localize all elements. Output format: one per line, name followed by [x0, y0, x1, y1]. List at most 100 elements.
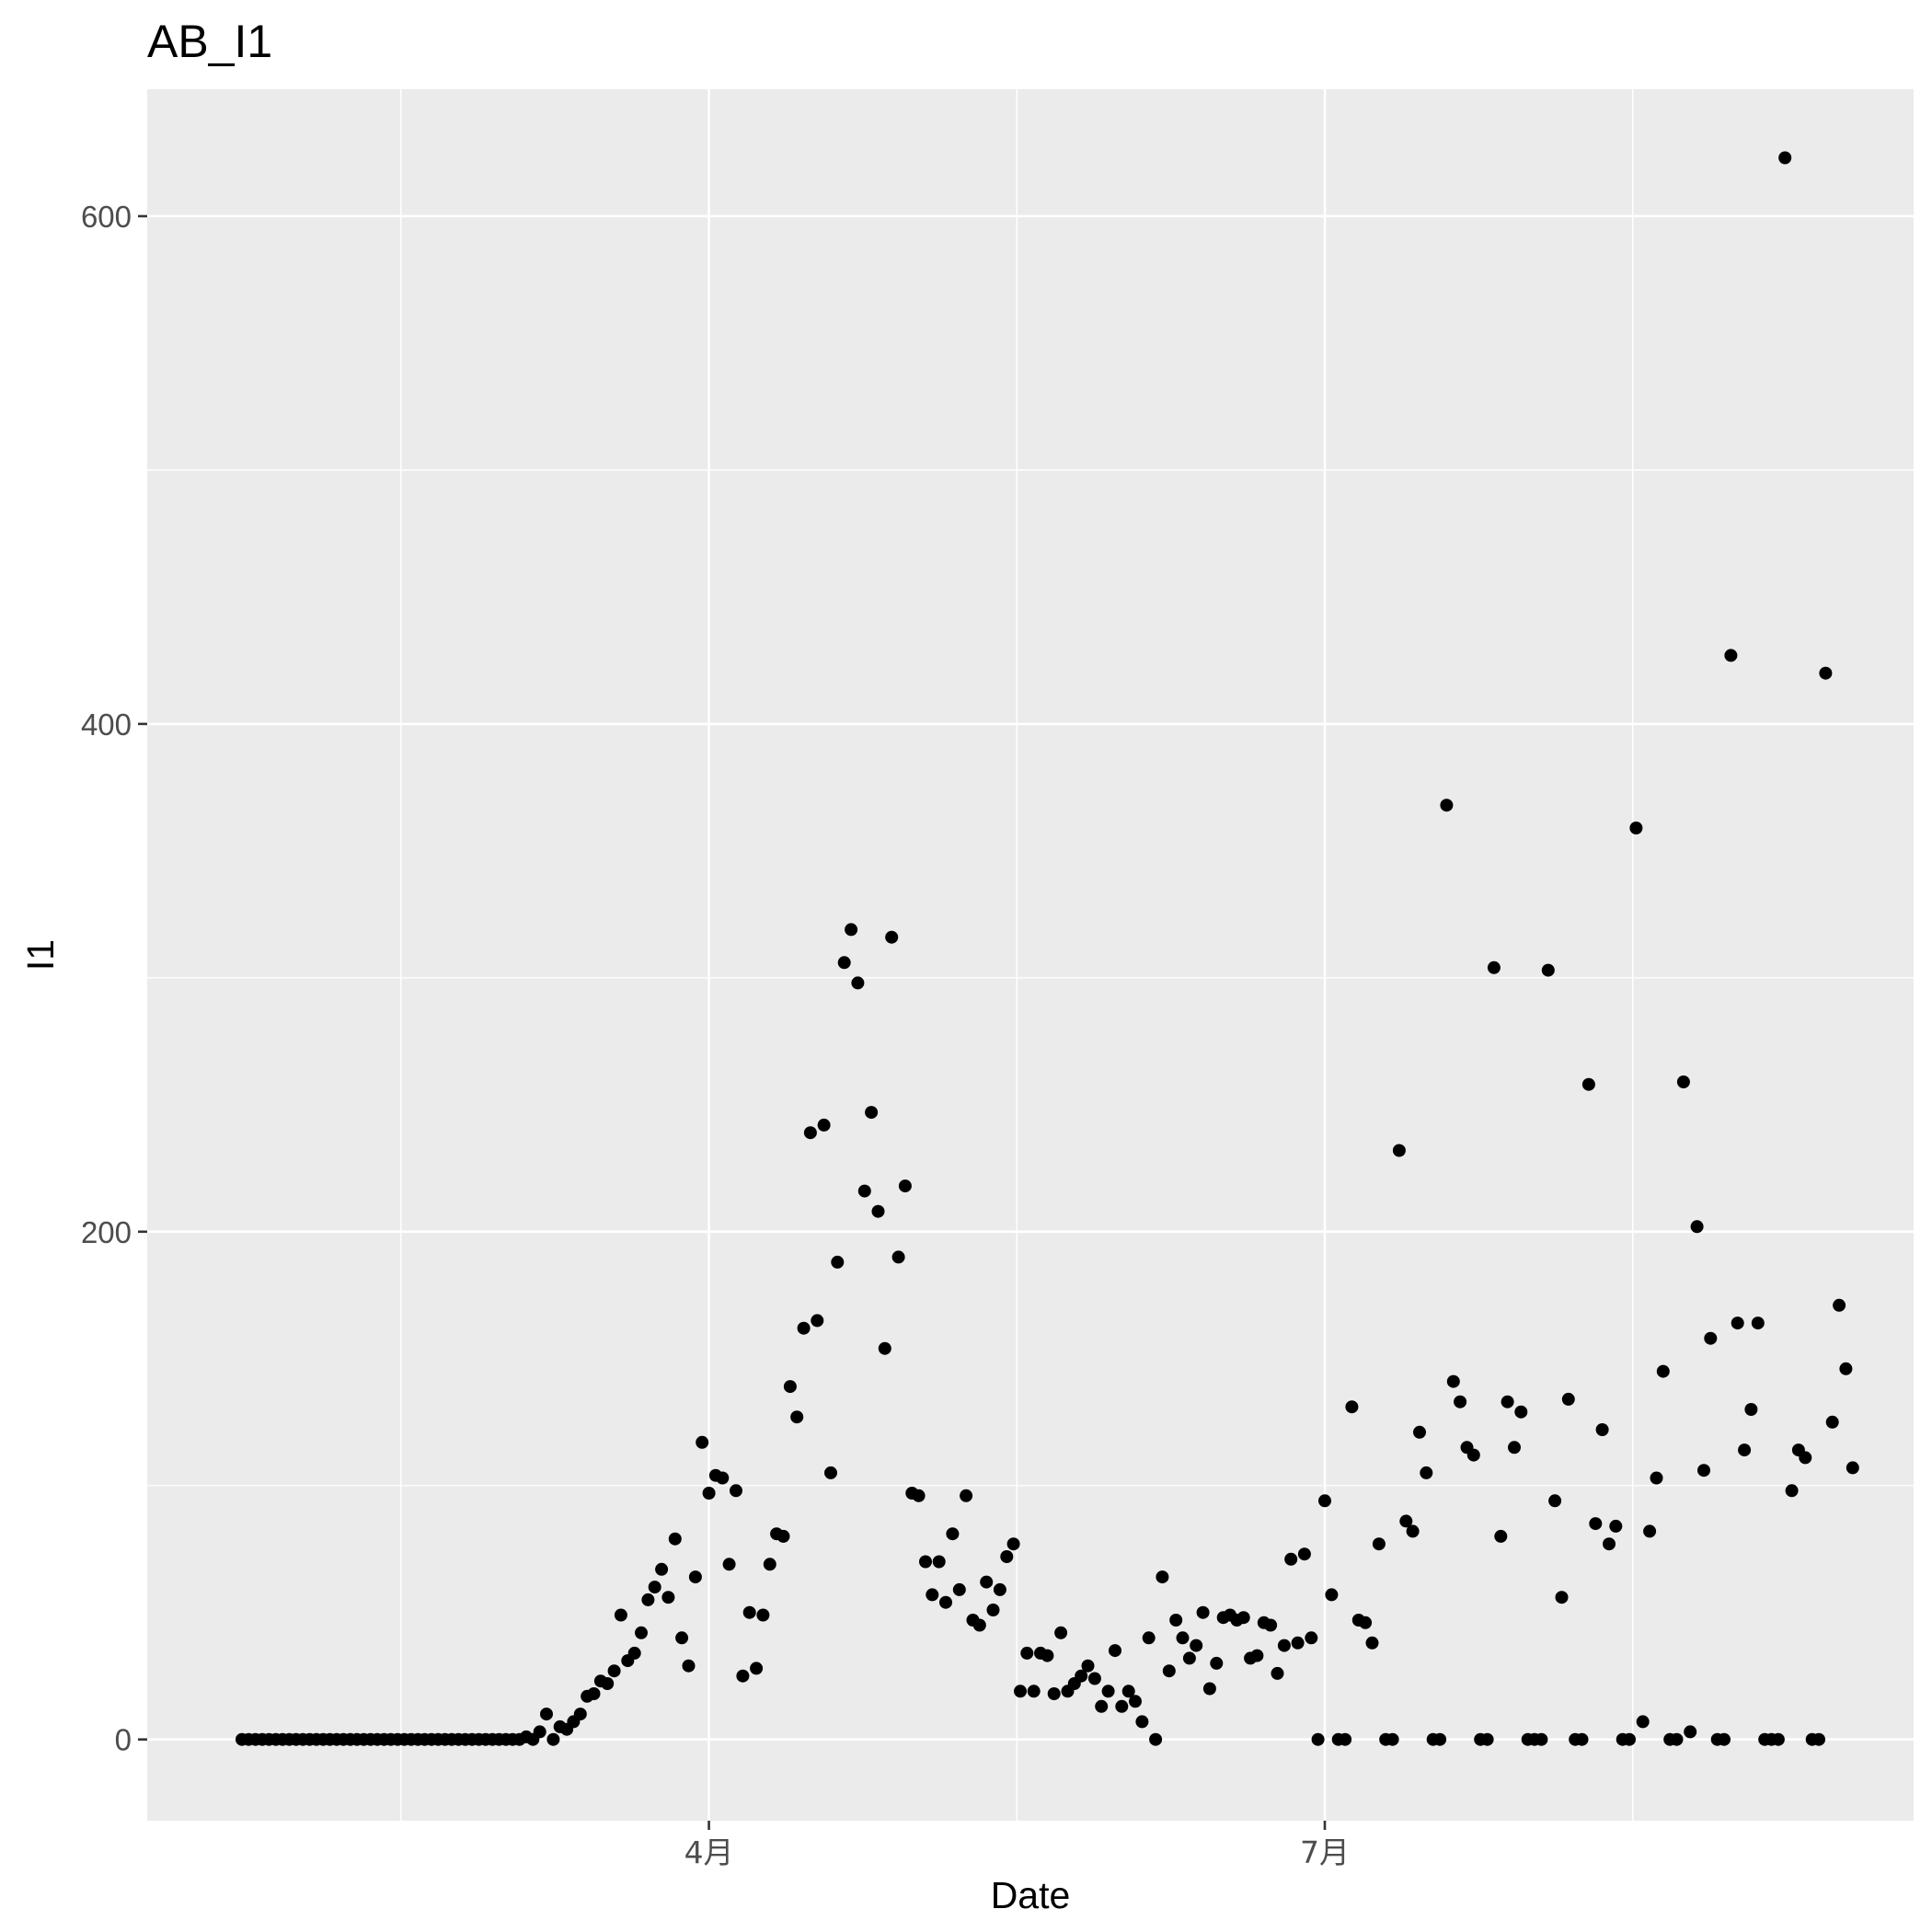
- data-point: [1081, 1659, 1095, 1673]
- data-point: [661, 1591, 675, 1604]
- data-point: [919, 1555, 932, 1569]
- data-point: [1581, 1077, 1595, 1091]
- data-point: [1305, 1631, 1318, 1645]
- data-point: [1264, 1618, 1278, 1632]
- data-point: [614, 1608, 627, 1622]
- data-point: [885, 930, 899, 944]
- data-point: [573, 1708, 587, 1721]
- data-point: [601, 1677, 615, 1690]
- data-point: [702, 1487, 716, 1500]
- data-point: [1454, 1395, 1467, 1409]
- data-point: [1142, 1631, 1156, 1645]
- data-point: [811, 1314, 824, 1328]
- data-point: [1514, 1405, 1528, 1419]
- x-axis: 4月 7月: [684, 1821, 1350, 1870]
- data-point: [1670, 1732, 1684, 1746]
- data-point: [1027, 1685, 1041, 1698]
- data-point: [1359, 1616, 1373, 1629]
- data-point: [803, 1126, 817, 1140]
- data-point: [716, 1471, 730, 1485]
- data-point: [1440, 799, 1454, 812]
- data-point: [1480, 1732, 1494, 1746]
- data-point: [1156, 1570, 1169, 1584]
- data-point: [648, 1581, 661, 1594]
- data-point: [1000, 1550, 1014, 1563]
- data-point: [986, 1604, 1000, 1616]
- data-point: [1210, 1656, 1224, 1670]
- data-point: [1115, 1699, 1129, 1713]
- data-point: [1487, 960, 1501, 974]
- data-point: [1169, 1614, 1183, 1627]
- data-point: [675, 1631, 689, 1645]
- y-tick-label: 600: [81, 200, 132, 234]
- data-point: [688, 1570, 702, 1584]
- data-point: [1014, 1685, 1027, 1698]
- data-point: [865, 1106, 879, 1120]
- data-point: [824, 1466, 837, 1479]
- data-point: [1589, 1517, 1603, 1531]
- data-point: [1365, 1636, 1379, 1650]
- data-point: [857, 1184, 871, 1198]
- data-point: [980, 1575, 994, 1589]
- data-point: [1420, 1466, 1433, 1479]
- data-point: [1541, 963, 1555, 977]
- data-point: [871, 1204, 885, 1218]
- data-point: [1339, 1732, 1352, 1746]
- data-point: [851, 976, 865, 990]
- data-point: [1548, 1494, 1562, 1508]
- data-point: [1636, 1715, 1650, 1729]
- data-point: [1697, 1464, 1710, 1478]
- data-point: [1501, 1395, 1514, 1409]
- data-point: [1575, 1732, 1589, 1746]
- data-point: [1704, 1331, 1718, 1345]
- data-point: [1609, 1519, 1623, 1533]
- data-point: [1250, 1649, 1264, 1662]
- data-point: [837, 956, 851, 970]
- data-point: [1325, 1588, 1339, 1602]
- data-point: [1718, 1732, 1731, 1746]
- data-point: [1684, 1725, 1697, 1739]
- y-tick-label: 200: [81, 1215, 132, 1249]
- x-axis-title: Date: [991, 1874, 1071, 1916]
- data-point: [960, 1489, 973, 1502]
- data-point: [540, 1708, 553, 1721]
- data-point: [730, 1484, 742, 1498]
- data-point: [1825, 1415, 1839, 1429]
- data-point: [1603, 1537, 1616, 1551]
- data-point: [533, 1725, 546, 1739]
- data-point: [1433, 1732, 1447, 1746]
- data-point: [742, 1605, 756, 1619]
- data-point: [1392, 1144, 1406, 1157]
- data-point: [1643, 1524, 1657, 1538]
- data-point: [641, 1593, 655, 1606]
- data-point: [1149, 1732, 1163, 1746]
- data-point: [756, 1608, 770, 1622]
- data-point: [655, 1562, 669, 1576]
- data-point: [1372, 1537, 1386, 1551]
- data-point: [546, 1732, 560, 1746]
- data-point: [932, 1555, 946, 1569]
- data-point: [1162, 1664, 1176, 1678]
- data-point: [1466, 1448, 1480, 1462]
- data-point: [1095, 1699, 1109, 1713]
- data-point: [1345, 1400, 1359, 1414]
- data-point: [1277, 1639, 1291, 1652]
- data-point: [1190, 1639, 1203, 1652]
- data-point: [1087, 1672, 1101, 1685]
- data-point: [1744, 1403, 1758, 1416]
- data-point: [1778, 151, 1792, 165]
- data-point: [1047, 1687, 1061, 1700]
- data-point: [736, 1669, 750, 1683]
- y-axis-title: I1: [19, 939, 62, 971]
- data-point: [1176, 1631, 1190, 1645]
- x-tick-label: 7月: [1300, 1834, 1350, 1870]
- data-point: [1535, 1732, 1548, 1746]
- data-point: [1386, 1732, 1399, 1746]
- y-tick-label: 400: [81, 707, 132, 742]
- data-point: [696, 1435, 709, 1449]
- data-point: [1182, 1651, 1196, 1665]
- data-point: [1202, 1682, 1216, 1696]
- data-point: [783, 1380, 797, 1394]
- data-point: [1406, 1524, 1420, 1538]
